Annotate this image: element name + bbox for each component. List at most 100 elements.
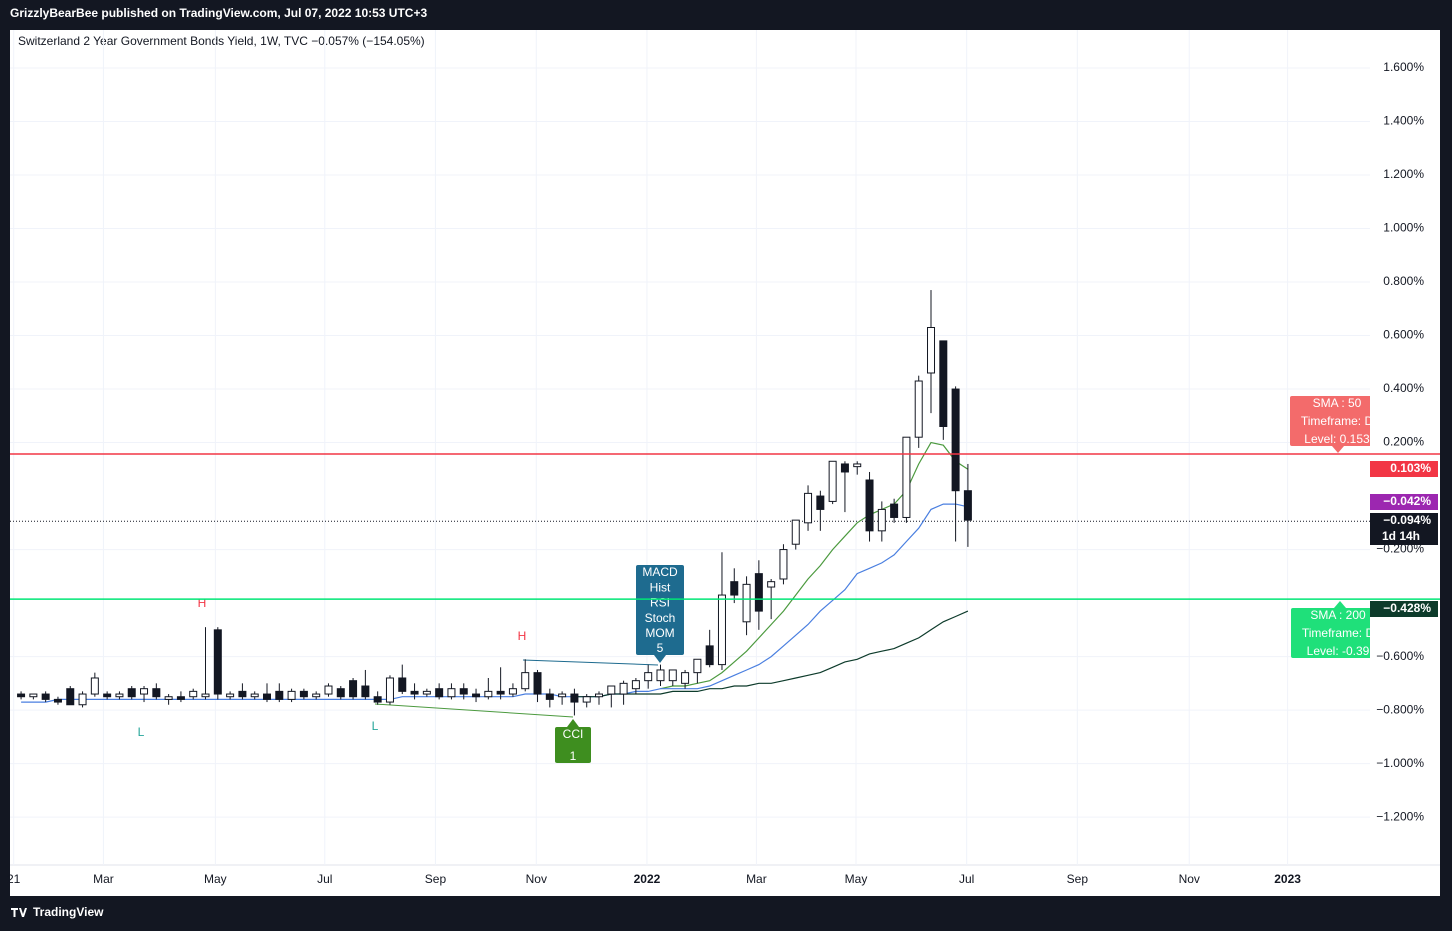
chart-panel	[10, 30, 1440, 896]
x-tick-label: Jul	[317, 872, 332, 886]
price-tag-box	[1370, 601, 1438, 617]
price-tag-label: −0.094%	[1383, 513, 1431, 527]
candle-body	[385, 677, 394, 703]
candle-body	[262, 693, 271, 700]
candle-body	[508, 688, 517, 695]
candle-body	[176, 696, 185, 700]
candle-body	[422, 690, 431, 695]
label-box	[636, 565, 684, 655]
label-line: 1	[570, 749, 577, 763]
price-tag-box	[1370, 461, 1438, 477]
y-tick-label: −1.000%	[1376, 756, 1424, 770]
axes: 1.600% 1.400% 1.200% 1.000% 0.800% 0.600% 0.40…	[7, 60, 1438, 886]
label-line: 5	[657, 641, 664, 655]
x-tick-label: 21	[7, 872, 21, 886]
label-line: Stoch	[645, 611, 676, 625]
y-tick-label: −0.200%	[1376, 542, 1424, 556]
price-tag: 0.103%	[1370, 461, 1438, 477]
candle-body	[324, 685, 333, 695]
label-box	[1290, 396, 1370, 446]
x-tick-label: Mar	[746, 872, 767, 886]
candle-body	[742, 583, 751, 623]
candle-body	[595, 693, 604, 698]
candle-body	[349, 680, 358, 698]
y-tick-label: 0.400%	[1383, 381, 1424, 395]
candle-body	[312, 693, 321, 698]
candle-body	[877, 508, 886, 532]
label-pointer	[1332, 446, 1344, 453]
pivot-marker: H	[198, 596, 207, 610]
candle-body	[250, 693, 259, 698]
divergence-line	[374, 703, 574, 718]
label-line: Timeframe: D	[1301, 414, 1374, 428]
x-tick-label: Mar	[93, 872, 114, 886]
price-tag-label: 0.103%	[1390, 461, 1431, 475]
candle-body	[66, 688, 75, 706]
candle-body	[53, 698, 62, 703]
tradingview-logo[interactable]: TradingView	[11, 905, 104, 919]
price-tag-label: −0.428%	[1383, 601, 1431, 615]
candle-body	[140, 688, 149, 695]
label-line: SMA : 50	[1313, 396, 1362, 410]
candle-body	[890, 503, 899, 518]
y-tick-label: 0.800%	[1383, 274, 1424, 288]
candle-body	[484, 690, 493, 698]
candle-body	[865, 479, 874, 532]
x-tick-label: Sep	[1067, 872, 1089, 886]
candle-body	[127, 688, 136, 698]
candle-body	[570, 693, 579, 703]
candle-body	[435, 688, 444, 698]
candle-body	[115, 693, 124, 698]
sma50-box: SMA : 50 Timeframe: D Level: 0.153	[1290, 396, 1374, 453]
candle-body	[681, 672, 690, 684]
candle-body	[902, 436, 911, 518]
candle-body	[717, 594, 726, 666]
y-tick-label: −0.600%	[1376, 649, 1424, 663]
candle-body	[275, 690, 284, 700]
candle-body	[410, 690, 419, 695]
price-tag: −0.428%	[1370, 601, 1438, 617]
bull-box: CCI 1	[555, 719, 591, 763]
candle-body	[459, 688, 468, 695]
price-tag-label: −0.042%	[1383, 494, 1431, 508]
candle-body	[398, 677, 407, 692]
label-line: CCI	[563, 727, 584, 741]
label-line: Level: 0.153	[1304, 432, 1370, 446]
price-tag: −0.094%	[1370, 513, 1438, 529]
candle-body	[103, 693, 112, 698]
label-line: RSI	[650, 596, 670, 610]
price-tag-label: 1d 14h	[1382, 529, 1420, 543]
label-box	[1291, 608, 1370, 658]
candle-body	[447, 688, 456, 698]
candle-body	[582, 696, 591, 703]
y-tick-label: 0.200%	[1383, 435, 1424, 449]
candle-body	[472, 693, 481, 698]
y-tick-label: −0.800%	[1376, 702, 1424, 716]
candle-body	[816, 495, 825, 510]
candle-body	[656, 669, 665, 682]
divergence-line	[522, 659, 659, 666]
candle-body	[373, 696, 382, 703]
candle-body	[545, 693, 554, 700]
moving-average-line	[660, 441, 969, 690]
label-line: MACD	[642, 565, 678, 579]
candle-body	[238, 690, 247, 698]
candle-body	[767, 581, 776, 588]
sma200-box: SMA : 200 Timeframe: D Level: -0.39	[1291, 601, 1370, 658]
candle-body	[804, 492, 813, 524]
x-tick-label: May	[204, 872, 227, 886]
x-tick-label: Sep	[425, 872, 447, 886]
candle-body	[17, 693, 26, 698]
price-tag: 1d 14h	[1370, 529, 1438, 545]
pivot-marker: L	[372, 719, 379, 733]
price-tag-box	[1370, 513, 1438, 529]
x-tick-label: Nov	[1179, 872, 1200, 886]
label-line: MOM	[645, 626, 674, 640]
label-pointer	[1334, 601, 1346, 608]
pivot-marker: H	[518, 629, 527, 643]
candle-body	[853, 463, 862, 468]
candle-body	[164, 696, 173, 700]
y-tick-label: 1.400%	[1383, 114, 1424, 128]
